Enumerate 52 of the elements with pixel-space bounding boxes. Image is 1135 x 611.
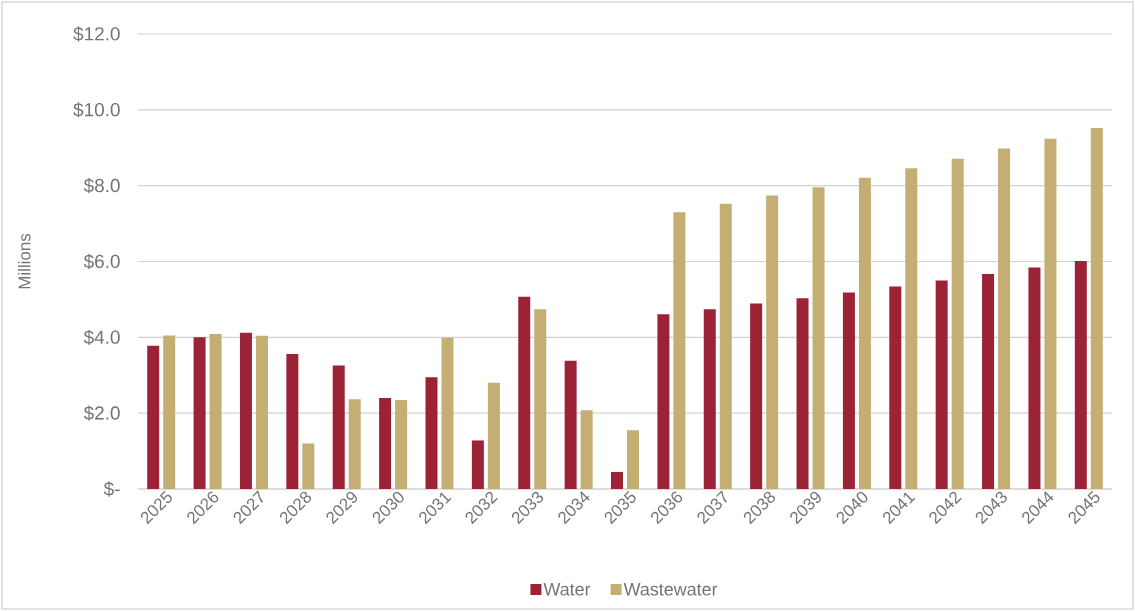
bar <box>703 309 716 489</box>
bar <box>935 280 948 489</box>
bar <box>487 382 500 489</box>
bar <box>766 195 779 489</box>
bar <box>332 365 345 489</box>
bar <box>998 148 1011 489</box>
bar <box>147 345 160 489</box>
legend-label: Water <box>543 583 591 596</box>
bar <box>657 314 670 489</box>
bar <box>951 158 964 489</box>
bar <box>796 298 809 489</box>
legend-label: Wastewater <box>623 583 718 596</box>
y-tick-label: $6.0 <box>83 253 120 270</box>
y-tick-label: $- <box>103 481 120 497</box>
bar <box>905 168 918 489</box>
bar <box>534 309 547 489</box>
y-tick-label: $8.0 <box>83 178 120 194</box>
bar <box>673 212 686 489</box>
y-tick-label: $4.0 <box>83 329 120 345</box>
bar <box>858 177 871 489</box>
bar <box>348 399 361 489</box>
bar <box>239 332 252 489</box>
bar <box>425 377 438 489</box>
bar <box>441 337 454 489</box>
bar <box>302 443 315 489</box>
bar <box>750 303 763 489</box>
bar <box>564 360 577 489</box>
y-tick-label: $2.0 <box>83 405 120 421</box>
bar <box>627 430 640 489</box>
bar <box>580 410 593 489</box>
bar <box>842 292 855 489</box>
bar <box>1090 128 1103 489</box>
y-tick-label: $10.0 <box>73 102 120 118</box>
bar <box>1074 261 1087 489</box>
bar <box>518 296 531 489</box>
bar <box>209 333 222 489</box>
bar <box>982 274 995 489</box>
bar <box>611 471 624 489</box>
bar <box>719 203 732 489</box>
bar <box>379 398 392 489</box>
bar <box>193 337 206 489</box>
bar <box>1028 267 1041 489</box>
bar <box>471 440 484 489</box>
bar <box>163 335 176 489</box>
bar <box>286 354 299 489</box>
bar <box>1044 138 1057 489</box>
bar <box>812 187 825 489</box>
bar <box>889 286 902 489</box>
y-tick-label: $12.0 <box>73 26 120 42</box>
bar <box>255 335 268 489</box>
y-axis-title: Millions <box>18 233 31 289</box>
bar <box>395 399 408 489</box>
